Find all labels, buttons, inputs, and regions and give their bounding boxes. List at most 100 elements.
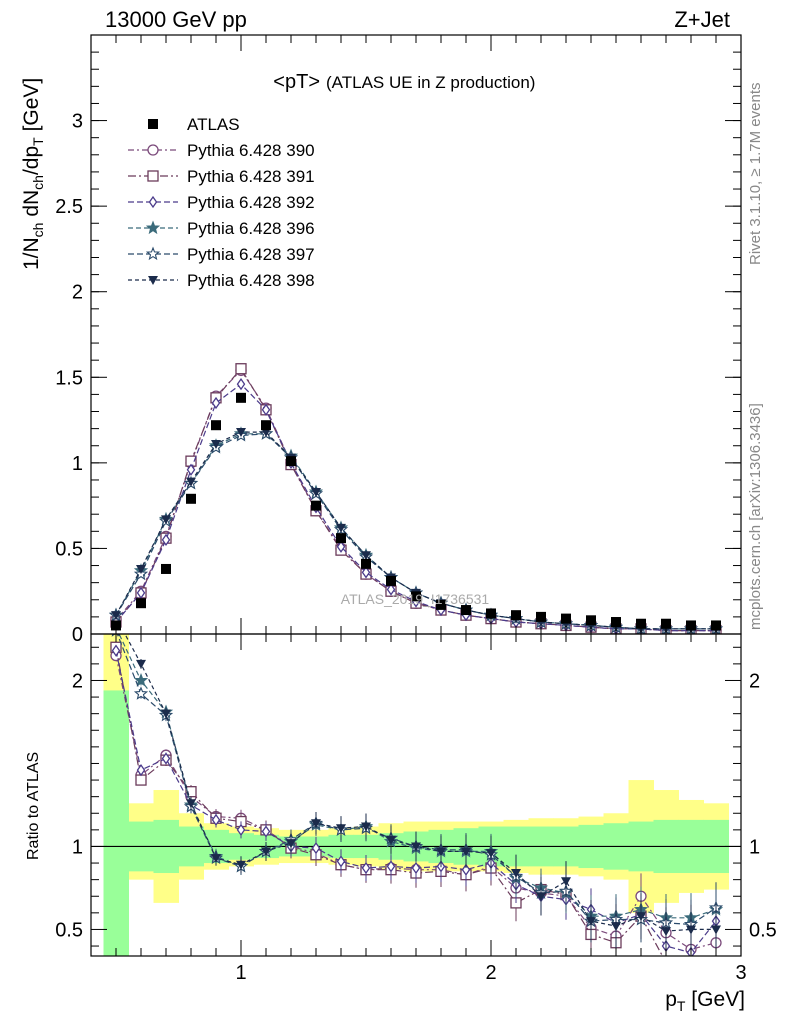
ratio-point (261, 825, 271, 838)
data-point (486, 608, 496, 619)
ratio-point (236, 823, 246, 836)
data-point (286, 456, 296, 467)
ratio-point (661, 958, 671, 968)
ratio-point (686, 925, 696, 935)
legend-label: Pythia 6.428 392 (187, 193, 315, 212)
ratio-point (636, 912, 646, 922)
legend-label: ATLAS (187, 115, 240, 134)
data-point (636, 618, 646, 629)
data-point (711, 620, 721, 631)
data-point (136, 586, 146, 600)
data-point (211, 396, 221, 410)
data-point (586, 615, 596, 626)
data-point (161, 533, 171, 547)
ratio-point (336, 824, 346, 834)
ratio-point (336, 855, 346, 868)
ratio-point (411, 842, 421, 852)
svg-text:pT [GeV]: pT [GeV] (665, 988, 745, 1014)
legend-marker (147, 170, 159, 182)
legend-marker (147, 144, 159, 156)
data-point (136, 564, 146, 574)
plot-title-main: <pT> (273, 71, 320, 93)
axes: 00.511.522.531 2 30.5 0.51 12 2 (55, 34, 777, 984)
data-point (261, 420, 271, 431)
header-left-label: 13000 GeV pp (105, 7, 247, 32)
ratio-point (536, 892, 546, 902)
legend: ATLAS Pythia 6.428 390 Pythia 6.428 391 Pyt… (128, 115, 315, 290)
ratio-y-tick-label: 1 (749, 836, 760, 858)
ratio-y-tick-label: 0.5 (55, 919, 83, 941)
ratio-point (486, 849, 496, 859)
ratio-point (186, 799, 196, 809)
ratio-point (133, 686, 149, 700)
y-tick-label: 0 (72, 624, 83, 646)
ratio-point (386, 835, 396, 845)
data-point (361, 558, 371, 569)
legend-label: Pythia 6.428 398 (187, 271, 315, 290)
data-point (235, 363, 247, 375)
ratio-point (561, 877, 571, 887)
ratio-y-tick-label: 2 (72, 670, 83, 692)
ratio-point (286, 839, 296, 849)
ratio-point (211, 854, 221, 864)
ratio-point (436, 847, 446, 857)
data-point (236, 377, 246, 391)
ratio-y-axis-title: Ratio to ATLAS (25, 752, 42, 860)
ratio-point (361, 822, 371, 832)
y-tick-label: 3 (72, 111, 83, 133)
ratio-point (111, 644, 121, 657)
data-point (261, 403, 271, 416)
ratio-panel-series (110, 634, 724, 968)
data-point (261, 428, 271, 438)
plot-title-sub: (ATLAS UE in Z production) (326, 73, 535, 92)
data-point (361, 551, 371, 561)
legend-label: Pythia 6.428 397 (187, 245, 315, 264)
ratio-series-line (115, 650, 717, 954)
data-point (411, 591, 421, 602)
mcplots-label: mcplots.cern.ch [arXiv:1306.3436] (747, 403, 764, 630)
data-point (136, 598, 146, 609)
ratio-point (136, 659, 146, 669)
data-point (311, 500, 321, 511)
legend-label: Pythia 6.428 391 (187, 167, 315, 186)
ratio-y-tick-label: 0.5 (749, 919, 777, 941)
data-point (611, 617, 621, 628)
ratio-series-line (115, 655, 717, 951)
x-tick-label: 2 (485, 962, 496, 984)
ratio-point (161, 709, 171, 719)
data-point (161, 515, 171, 525)
data-point (536, 611, 546, 622)
data-point (386, 583, 396, 596)
ratio-point (511, 869, 521, 879)
header-right-label: Z+Jet (674, 7, 730, 32)
data-point (386, 575, 396, 586)
ratio-point (661, 927, 671, 937)
ratio-point (311, 819, 321, 829)
data-point (186, 477, 196, 487)
data-point (461, 605, 471, 616)
x-tick-label: 3 (735, 962, 746, 984)
ratio-point (211, 813, 221, 827)
legend-label: Pythia 6.428 396 (187, 219, 315, 238)
ratio-point (133, 672, 149, 687)
y-tick-label: 2.5 (55, 196, 83, 218)
data-point (361, 566, 371, 579)
data-point (236, 428, 246, 438)
ratio-point (611, 922, 621, 932)
y-tick-label: 0.5 (55, 538, 83, 560)
data-point (336, 540, 346, 553)
legend-marker (145, 246, 161, 261)
legend-marker (148, 195, 158, 209)
svg-text:1/Nch dNch/dpT [GeV]: 1/Nch dNch/dpT [GeV] (20, 78, 46, 270)
data-point (211, 440, 221, 450)
data-point (336, 533, 346, 544)
ratio-series-line (115, 647, 664, 956)
ratio-point (411, 861, 421, 875)
data-point (686, 620, 696, 631)
ratio-point (711, 958, 721, 968)
legend-marker (145, 220, 161, 235)
ratio-point (461, 863, 471, 876)
data-point (661, 618, 671, 629)
legend-marker (148, 276, 158, 285)
data-point (311, 487, 321, 497)
